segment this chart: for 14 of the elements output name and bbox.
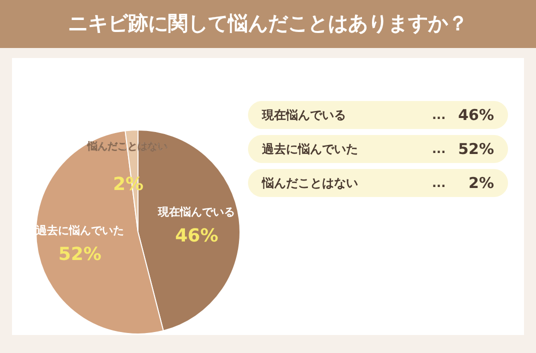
text: ... [432, 142, 446, 156]
slice-label: 現在悩んでいる [261, 108, 346, 122]
text: 52% [458, 140, 494, 158]
text: 46% [458, 106, 494, 124]
text: ... [432, 108, 446, 122]
category-label: 過去に悩んでいた [262, 142, 358, 156]
data-label: 46% [175, 226, 218, 247]
data-label: 52% [58, 244, 102, 266]
category-label: 悩んだことはない [262, 176, 358, 190]
chart-title: ニキビ跡に関して悩んだことはありますか？ [68, 11, 468, 35]
slice-label: 過去に悩んでいた [34, 224, 124, 238]
text: 2% [468, 174, 494, 192]
text: ... [432, 176, 446, 190]
slice-label: 現在悩んでいる [157, 206, 236, 219]
